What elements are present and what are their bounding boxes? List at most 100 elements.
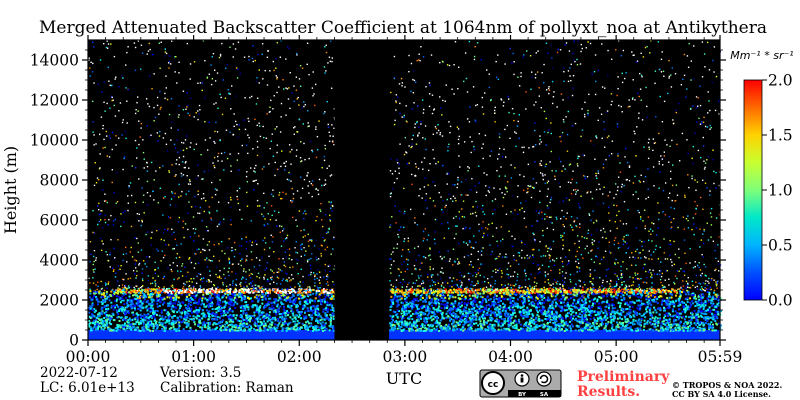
heatmap-cell <box>677 304 680 307</box>
heatmap-cell <box>660 322 663 325</box>
heatmap-cell <box>163 297 166 300</box>
heatmap-cell <box>693 322 696 325</box>
heatmap-cell <box>233 292 236 295</box>
heatmap-cell <box>280 325 283 328</box>
heatmap-cell <box>621 318 624 321</box>
heatmap-cell <box>389 324 392 327</box>
heatmap-cell <box>549 298 552 301</box>
heatmap-cell <box>472 303 475 306</box>
heatmap-cell <box>93 325 96 328</box>
heatmap-cell <box>528 303 531 306</box>
heatmap-cell <box>448 311 451 314</box>
heatmap-cell <box>449 308 452 311</box>
heatmap-cell <box>405 298 408 301</box>
heatmap-cell <box>124 329 127 332</box>
heatmap-cell <box>550 295 553 298</box>
heatmap-cell <box>230 320 233 323</box>
heatmap-cell <box>695 297 698 300</box>
heatmap-cell <box>89 329 92 332</box>
heatmap-cell <box>591 311 594 314</box>
heatmap-cell <box>630 316 633 319</box>
heatmap-cell <box>332 326 335 329</box>
heatmap-cell <box>587 305 590 308</box>
heatmap-cell <box>624 320 627 323</box>
heatmap-cell <box>687 308 690 311</box>
heatmap-cell <box>266 320 269 323</box>
heatmap-cell <box>695 318 698 321</box>
heatmap-cell <box>667 314 670 317</box>
heatmap-cell <box>613 310 616 313</box>
heatmap-cell <box>325 309 328 312</box>
heatmap-cell <box>469 311 472 314</box>
heatmap-cell <box>663 316 666 319</box>
heatmap-cell <box>195 301 198 304</box>
heatmap-cell <box>238 295 241 298</box>
heatmap-cell <box>610 311 613 314</box>
heatmap-cell <box>241 297 244 300</box>
heatmap-cell <box>181 293 184 296</box>
heatmap-cell <box>558 291 561 294</box>
heatmap-cell <box>582 300 585 303</box>
heatmap-cell <box>454 296 457 299</box>
heatmap-cell <box>146 321 149 324</box>
heatmap-cell <box>627 295 630 298</box>
heatmap-cell <box>316 309 319 312</box>
heatmap-cell <box>600 322 603 325</box>
heatmap-cell <box>174 302 177 305</box>
heatmap-cell <box>288 297 291 300</box>
heatmap-cell <box>563 304 566 307</box>
heatmap-cell <box>140 306 143 309</box>
heatmap-cell <box>332 328 335 331</box>
heatmap-cell <box>651 299 654 302</box>
heatmap-cell <box>505 329 508 332</box>
heatmap-cell <box>701 310 704 313</box>
heatmap-cell <box>141 315 144 318</box>
heatmap-cell <box>224 290 227 293</box>
heatmap-cell <box>286 305 289 308</box>
heatmap-cell <box>489 328 492 331</box>
heatmap-cell <box>664 327 667 330</box>
heatmap-cell <box>170 298 173 301</box>
heatmap-cell <box>152 315 155 318</box>
heatmap-cell <box>668 320 671 323</box>
heatmap-cell <box>518 328 521 331</box>
heatmap-cell <box>124 317 127 320</box>
heatmap-cell <box>409 310 412 313</box>
heatmap-cell <box>594 328 597 331</box>
heatmap-cell <box>643 319 646 322</box>
heatmap-cell <box>493 328 496 331</box>
heatmap-cell <box>637 295 640 298</box>
heatmap-cell <box>612 295 615 298</box>
heatmap-cell <box>141 295 144 298</box>
heatmap-cell <box>289 328 292 331</box>
heatmap-cell <box>159 301 162 304</box>
heatmap-cell <box>711 325 714 328</box>
heatmap-cell <box>438 322 441 325</box>
heatmap-cell <box>306 320 309 323</box>
heatmap-cell <box>440 303 443 306</box>
heatmap-cell <box>441 315 444 318</box>
heatmap-cell <box>602 295 605 298</box>
heatmap-cell <box>483 329 486 332</box>
heatmap-cell <box>641 314 644 317</box>
heatmap-cell <box>498 320 501 323</box>
heatmap-cell <box>425 318 428 321</box>
heatmap-cell <box>615 327 618 330</box>
heatmap-cell <box>548 327 551 330</box>
heatmap-cell <box>691 294 694 297</box>
heatmap-cell <box>263 314 266 317</box>
heatmap-cell <box>116 316 119 319</box>
heatmap-cell <box>675 290 678 293</box>
heatmap-cell <box>502 308 505 311</box>
heatmap-cell <box>489 310 492 313</box>
heatmap-cell <box>604 309 607 312</box>
heatmap-cell <box>295 303 298 306</box>
heatmap-cell <box>543 310 546 313</box>
heatmap-cell <box>160 309 163 312</box>
heatmap-cell <box>544 312 547 315</box>
heatmap-cell <box>555 313 558 316</box>
heatmap-cell <box>458 328 461 331</box>
heatmap-cell <box>468 320 471 323</box>
heatmap-cell <box>190 289 193 292</box>
heatmap-cell <box>101 301 104 304</box>
